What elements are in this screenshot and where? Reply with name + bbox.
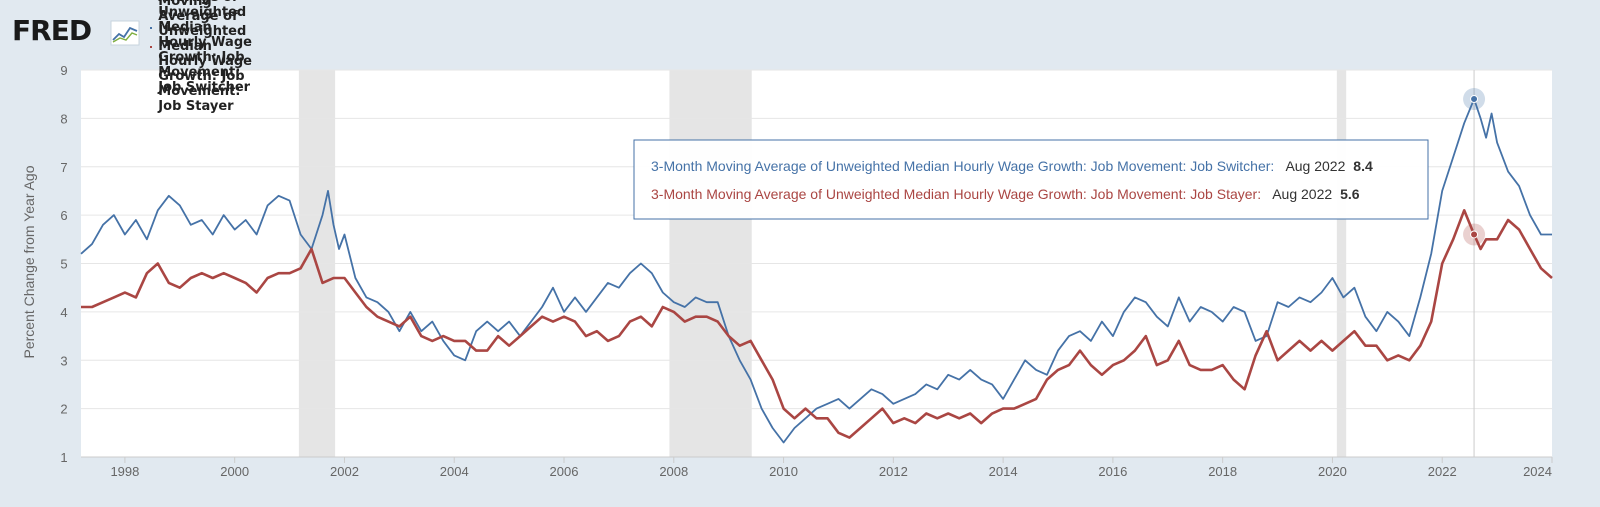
y-tick-label: 6 (60, 208, 67, 223)
legend: 3-Month Moving Average of Unweighted Med… (150, 0, 260, 114)
series-line-switcher (80, 98, 1552, 444)
tooltip-box (633, 139, 1429, 220)
x-tick-label: 2024 (1523, 464, 1552, 479)
y-tick-label: 9 (60, 63, 67, 78)
x-tick-label: 2004 (440, 464, 469, 479)
x-tick-label: 2016 (1098, 464, 1127, 479)
highlight-point-stayer (1470, 230, 1479, 239)
highlight-point-switcher (1470, 95, 1479, 104)
x-tick-label: 2010 (769, 464, 798, 479)
fred-logo[interactable]: FRED (12, 14, 92, 47)
tooltip: 3-Month Moving Average of Unweighted Med… (633, 139, 1429, 220)
tooltip-switcher-value: 8.4 (1353, 158, 1373, 174)
y-tick-label: 1 (60, 450, 67, 465)
y-tick-label: 2 (60, 402, 67, 417)
y-tick-label: 4 (60, 305, 67, 320)
y-tick-label: 5 (60, 257, 67, 272)
legend-swatch-stayer (150, 45, 153, 48)
x-tick-label: 2018 (1208, 464, 1237, 479)
y-tick-label: 7 (60, 160, 67, 175)
x-axis-ticks: 1998 2000 2002 2004 2006 2008 2010 2012 2014 2016… (81, 456, 1553, 479)
highlight-markers[interactable] (1463, 88, 1486, 246)
legend-label-switcher: 3-Month Moving Average of Unweighted Med… (158, 0, 252, 95)
x-tick-label: 2002 (330, 464, 359, 479)
y-axis-label: Percent Change from Year Ago (21, 165, 37, 358)
x-tick-label: 2012 (879, 464, 908, 479)
x-tick-label: 1998 (110, 464, 139, 479)
tooltip-stayer-row: 3-Month Moving Average of Unweighted Med… (651, 186, 1360, 202)
x-tick-label: 2000 (220, 464, 249, 479)
y-axis-ticks: 1 2 3 4 5 6 7 8 9 (60, 63, 67, 465)
series-line-stayer (81, 209, 1553, 439)
x-tick-label: 2014 (989, 464, 1018, 479)
x-tick-label: 2008 (659, 464, 688, 479)
tooltip-switcher-label: 3-Month Moving Average of Unweighted Med… (651, 158, 1274, 174)
tooltip-stayer-value: 5.6 (1340, 186, 1360, 202)
tooltip-switcher-row: 3-Month Moving Average of Unweighted Med… (651, 158, 1373, 174)
x-tick-label: 2020 (1318, 464, 1347, 479)
y-tick-label: 3 (60, 353, 67, 368)
legend-item-switcher[interactable]: 3-Month Moving Average of Unweighted Med… (150, 0, 260, 95)
tooltip-stayer-date: Aug 2022 (1272, 186, 1332, 202)
x-tick-label: 2022 (1428, 464, 1457, 479)
legend-label-stayer: 3-Month Moving Average of Unweighted Med… (158, 0, 253, 114)
line-chart-icon (110, 20, 140, 46)
x-tick-label: 2006 (550, 464, 579, 479)
tooltip-switcher-date: Aug 2022 (1285, 158, 1345, 174)
legend-item-stayer[interactable]: 3-Month Moving Average of Unweighted Med… (150, 0, 260, 114)
series-lines (80, 98, 1553, 444)
legend-swatch-switcher (150, 26, 153, 29)
y-tick-label: 8 (60, 111, 67, 126)
tooltip-stayer-label: 3-Month Moving Average of Unweighted Med… (651, 186, 1261, 202)
